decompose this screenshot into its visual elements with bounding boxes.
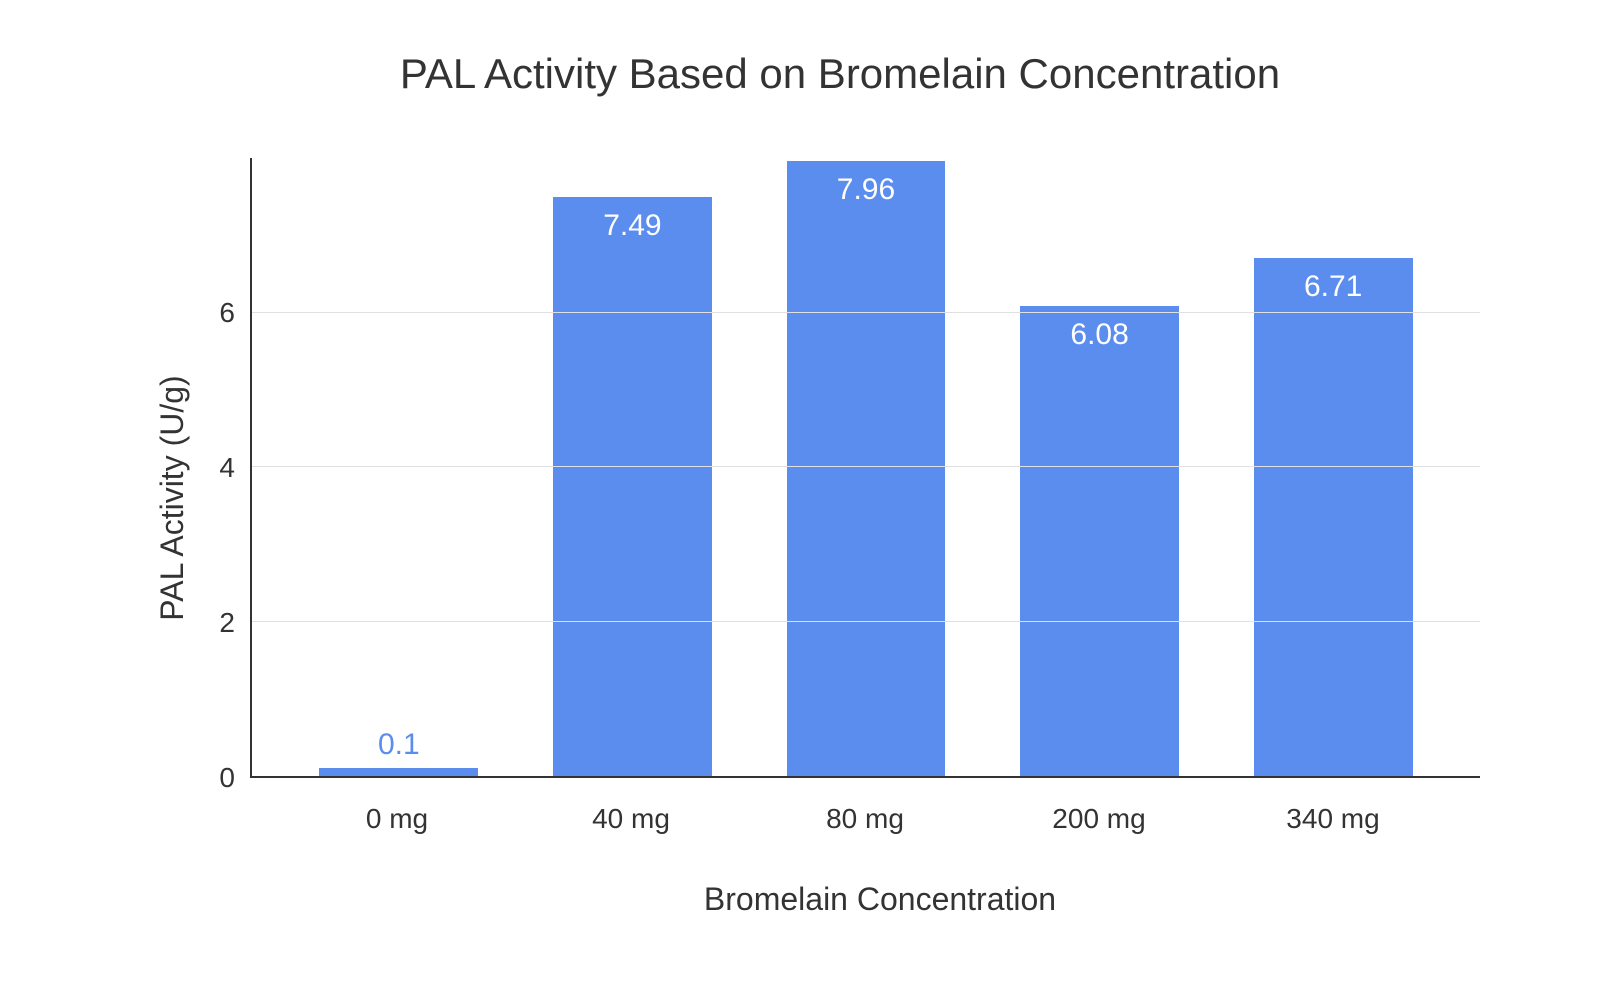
y-tick-label: 6	[219, 297, 235, 329]
x-axis-label: Bromelain Concentration	[704, 881, 1056, 918]
gridline	[252, 466, 1480, 467]
bar-group: 6.08	[983, 158, 1217, 776]
chart-container: PAL Activity Based on Bromelain Concentr…	[60, 20, 1540, 940]
chart-body: PAL Activity (U/g) 0 2 4 6 0.1 7.49 7.96 6.08 6…	[60, 138, 1540, 858]
plot-area: 0.1 7.49 7.96 6.08 6.71	[250, 158, 1480, 778]
x-tick-label: 0 mg	[280, 803, 514, 835]
y-tick-label: 4	[219, 452, 235, 484]
y-tick-label: 2	[219, 607, 235, 639]
bar: 6.08	[1020, 306, 1179, 776]
bar-group: 7.49	[516, 158, 750, 776]
chart-title: PAL Activity Based on Bromelain Concentr…	[140, 50, 1540, 98]
bar: 7.49	[553, 197, 712, 776]
y-tick-label: 0	[219, 762, 235, 794]
bar-group: 7.96	[749, 158, 983, 776]
x-tick-labels: 0 mg40 mg80 mg200 mg340 mg	[250, 803, 1480, 835]
bar-value-label: 0.1	[378, 728, 420, 762]
y-axis: 0246	[190, 158, 250, 778]
bar-value-label: 6.71	[1304, 270, 1362, 304]
bar-value-label: 7.49	[603, 209, 661, 243]
x-tick-label: 80 mg	[748, 803, 982, 835]
bar-group: 6.71	[1216, 158, 1450, 776]
bars-container: 0.1 7.49 7.96 6.08 6.71	[252, 158, 1480, 776]
gridline	[252, 621, 1480, 622]
y-axis-label: PAL Activity (U/g)	[154, 375, 191, 620]
bar-value-label: 6.08	[1070, 318, 1128, 352]
bar-value-label: 7.96	[837, 173, 895, 207]
bar: 0.1	[319, 768, 478, 776]
bar: 7.96	[787, 161, 946, 776]
bar: 6.71	[1254, 258, 1413, 776]
x-tick-label: 200 mg	[982, 803, 1216, 835]
x-tick-label: 40 mg	[514, 803, 748, 835]
x-tick-label: 340 mg	[1216, 803, 1450, 835]
gridline	[252, 312, 1480, 313]
bar-group: 0.1	[282, 158, 516, 776]
